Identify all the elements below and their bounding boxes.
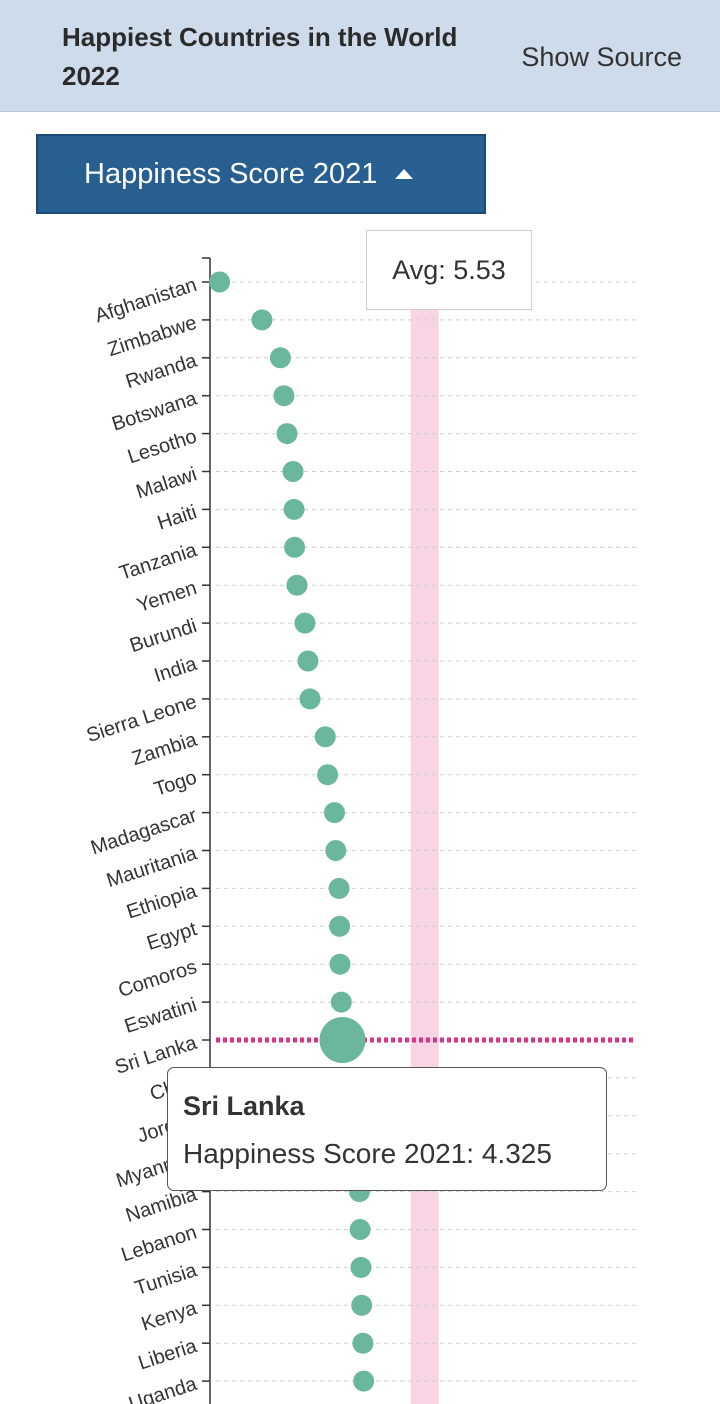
data-point — [299, 688, 321, 710]
average-band — [410, 300, 439, 1404]
tooltip-value: Happiness Score 2021: 4.325 — [183, 1138, 552, 1169]
data-point — [329, 953, 351, 975]
y-tick-label: Ethiopia — [124, 880, 200, 924]
data-point — [294, 612, 316, 634]
show-source-link[interactable]: Show Source — [521, 42, 682, 72]
y-tick-label: Malawi — [134, 463, 200, 503]
y-tick-label: Rwanda — [123, 349, 200, 393]
data-point — [276, 423, 298, 445]
y-tick-label: Lebanon — [119, 1221, 200, 1266]
y-tick-label: Yemen — [134, 577, 199, 617]
data-point — [349, 1219, 371, 1240]
data-point — [284, 536, 306, 558]
y-tick-label: Tunisia — [132, 1259, 200, 1300]
data-point — [269, 347, 291, 369]
data-point — [317, 764, 339, 786]
y-tick-label: India — [151, 653, 200, 688]
y-tick-label: Haiti — [155, 501, 200, 534]
y-tick-label: Liberia — [136, 1335, 201, 1375]
data-point — [353, 1370, 375, 1392]
metric-dropdown-label: Happiness Score 2021 — [84, 157, 378, 190]
y-tick-label: Togo — [151, 767, 199, 801]
data-point — [351, 1294, 373, 1316]
y-tick-label: Eswatini — [122, 994, 200, 1038]
y-tick-label: Lesotho — [125, 425, 199, 468]
caret-up-icon — [395, 169, 414, 179]
average-label: Avg: 5.53 — [366, 230, 532, 310]
data-point — [352, 1332, 374, 1354]
chart-header: Happiest Countries in the World 2022 Sho… — [0, 0, 720, 112]
data-point — [286, 574, 308, 596]
tooltip-country: Sri Lanka — [183, 1091, 305, 1121]
tooltip: Sri Lanka Happiness Score 2021: 4.325 — [167, 1067, 607, 1191]
data-point — [328, 877, 350, 899]
data-point — [209, 271, 231, 293]
data-point — [325, 840, 347, 861]
data-point — [314, 726, 336, 748]
data-point — [273, 385, 295, 407]
data-point — [283, 498, 305, 520]
data-point — [323, 802, 345, 824]
highlighted-dot — [319, 1017, 366, 1063]
chart-title: Happiest Countries in the World 2022 — [62, 22, 458, 91]
data-point — [350, 1256, 372, 1278]
y-tick-label: Uganda — [126, 1373, 200, 1404]
metric-dropdown[interactable]: Happiness Score 2021 — [36, 134, 486, 214]
y-tick-label: Egypt — [144, 918, 200, 955]
data-point — [282, 461, 304, 482]
data-point — [251, 309, 273, 331]
data-point — [329, 915, 351, 937]
y-tick-label: Kenya — [139, 1297, 201, 1336]
y-tick-label: Zambia — [129, 728, 200, 770]
y-tick-label: Burundi — [127, 615, 199, 657]
data-point — [297, 650, 319, 672]
data-point — [330, 991, 352, 1013]
